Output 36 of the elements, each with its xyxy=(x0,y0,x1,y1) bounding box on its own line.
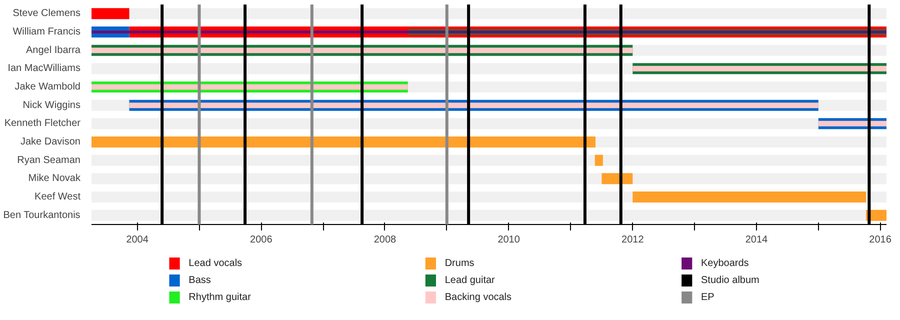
y-tick-label: William Francis xyxy=(12,26,81,38)
x-tick-label: 2006 xyxy=(250,234,273,246)
bar xyxy=(632,192,866,202)
y-tick-label: Mike Novak xyxy=(28,173,82,184)
x-tick-label: 2010 xyxy=(498,234,520,246)
bar xyxy=(92,30,886,34)
y-tick-label: Angel Ibarra xyxy=(26,44,81,56)
bar xyxy=(602,173,633,184)
y-tick-label: Ryan Seaman xyxy=(17,154,81,166)
bar xyxy=(818,120,886,126)
legend-label: Bass xyxy=(188,275,211,286)
legend-label: Backing vocals xyxy=(444,292,512,303)
y-tick-label: Nick Wiggins xyxy=(22,100,81,111)
y-tick-label: Ben Tourkantonis xyxy=(3,210,80,221)
y-tick-label: Jake Wambold xyxy=(14,82,81,92)
legend-label: Lead guitar xyxy=(444,275,496,286)
x-tick-label: 2012 xyxy=(622,234,644,246)
y-tick-label: Steve Clemens xyxy=(12,8,81,20)
legend-label: Rhythm guitar xyxy=(188,292,252,303)
legend-label: Lead vocals xyxy=(188,258,242,269)
x-tick-label: 2016 xyxy=(869,234,892,246)
y-tick-label: Keef West xyxy=(34,192,81,202)
x-tick-label: 2008 xyxy=(374,234,397,246)
legend-label: Drums xyxy=(444,258,474,269)
x-tick-label: 2014 xyxy=(745,234,768,246)
legend-label: EP xyxy=(701,292,715,303)
legend-label: Keyboards xyxy=(701,258,749,269)
bar xyxy=(594,154,603,166)
bar xyxy=(92,8,130,20)
y-tick-label: Jake Davison xyxy=(20,136,80,148)
bar xyxy=(632,66,886,72)
x-tick-label: 2004 xyxy=(126,234,149,246)
y-tick-label: Ian MacWilliams xyxy=(8,63,81,74)
bar xyxy=(92,84,408,90)
y-tick-label: Kenneth Fletcher xyxy=(4,118,82,130)
legend-label: Studio album xyxy=(701,275,760,286)
